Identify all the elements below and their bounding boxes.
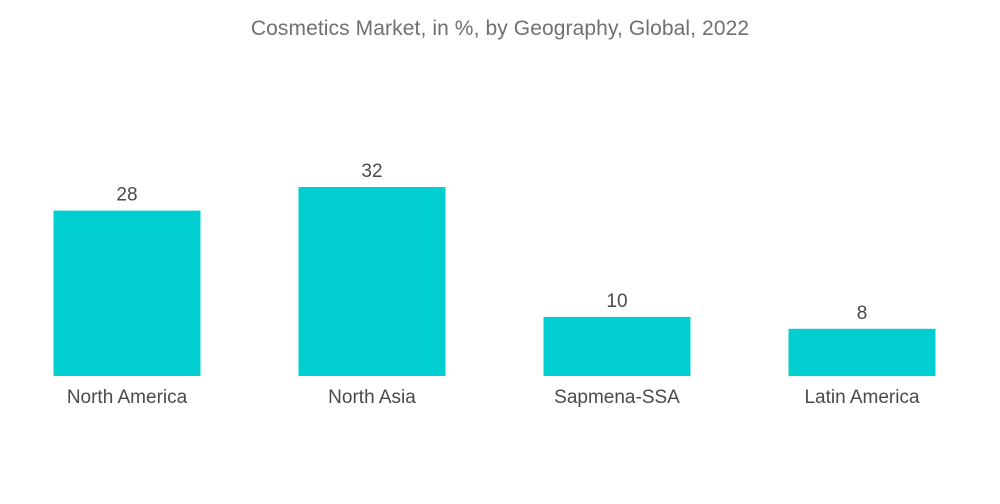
category-label: North Asia <box>328 387 416 408</box>
category-label: Latin America <box>804 387 920 408</box>
bar-north-asia <box>298 187 446 376</box>
bar-sapmena-ssa <box>543 316 691 376</box>
bar-value-label: 28 <box>116 185 137 206</box>
category-label: Sapmena-SSA <box>554 387 680 408</box>
bar-value-label: 8 <box>857 303 868 324</box>
category-labels-group: North America North Asia Sapmena-SSA Latin … <box>67 387 920 408</box>
category-label: North America <box>67 387 188 408</box>
value-labels-group: 28 32 10 8 <box>116 161 867 324</box>
bar-value-label: 10 <box>606 291 627 312</box>
bar-north-america <box>53 210 201 376</box>
bar-latin-america <box>788 328 936 377</box>
chart-title: Cosmetics Market, in %, by Geography, Gl… <box>250 17 750 40</box>
bars-group <box>53 187 936 377</box>
bar-value-label: 32 <box>361 161 382 182</box>
